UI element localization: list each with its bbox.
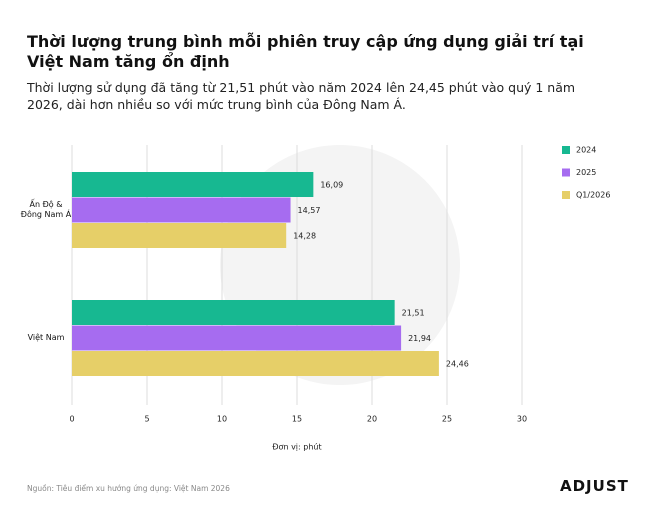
- bar: [72, 172, 314, 197]
- source: Nguồn: Tiêu điểm xu hướng ứng dụng: Việt…: [27, 484, 230, 493]
- legend-swatch: [562, 146, 570, 154]
- x-tick-label: 30: [517, 415, 527, 424]
- legend-swatch: [562, 168, 570, 177]
- data-label: 14,28: [293, 231, 316, 240]
- legend-label: 2024: [576, 146, 596, 155]
- legend-label: Q1/2026: [576, 191, 610, 200]
- x-tick-label: 5: [144, 415, 149, 424]
- data-label: 21,51: [402, 308, 425, 317]
- bar: [72, 351, 439, 376]
- data-label: 16,09: [320, 180, 343, 189]
- category-label: Ấn Độ & Đông Nam Á: [20, 200, 72, 220]
- legend-swatch: [562, 191, 570, 199]
- legend-label: 2025: [576, 168, 596, 177]
- x-tick-label: 0: [69, 415, 74, 424]
- category-label: Việt Nam: [27, 333, 65, 343]
- bar: [72, 325, 402, 351]
- bar: [72, 197, 291, 223]
- x-tick-label: 15: [292, 415, 302, 424]
- bar: [72, 223, 287, 248]
- logo: ADJUST: [560, 477, 629, 495]
- chart-subtitle: Thời lượng sử dụng đã tăng từ 21,51 phút…: [27, 80, 576, 112]
- data-label: 24,46: [446, 359, 469, 368]
- x-tick-label: 20: [367, 415, 377, 424]
- data-label: 21,94: [408, 334, 431, 343]
- x-tick-label: 25: [442, 415, 452, 424]
- data-label: 14,57: [298, 206, 321, 215]
- bar: [72, 300, 395, 325]
- x-tick-label: 10: [217, 415, 227, 424]
- x-axis-label: Đơn vị: phút: [272, 443, 321, 453]
- chart-title: Thời lượng trung bình mỗi phiên truy cập…: [27, 32, 584, 71]
